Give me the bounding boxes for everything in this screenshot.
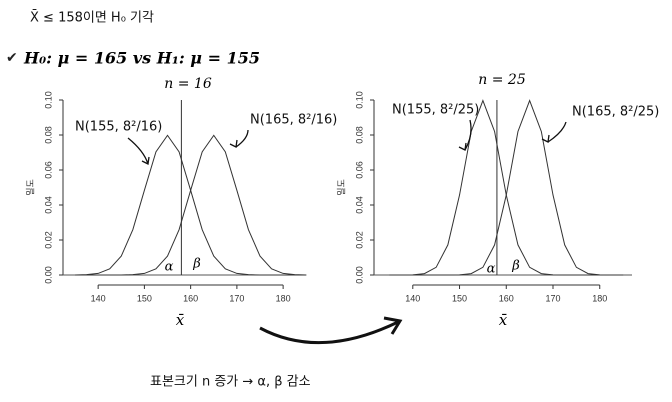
check-icon: ✔ [6,50,18,66]
y-tick-label: 0.10 [354,91,364,109]
x-tick-label: 150 [452,293,467,303]
curve-label: N(165, 8²/25) [572,105,659,120]
arrow [259,320,399,345]
error-label: α [487,262,496,277]
label-arrow [541,121,567,143]
curve-label: N(165, 8²/16) [250,113,337,128]
error-label: β [192,257,201,272]
x-tick-label: 140 [405,293,420,303]
x-tick-label: 160 [499,293,514,303]
y-tick-label: 0.06 [43,161,53,179]
x-axis-label: x̄ [499,311,508,329]
chart-title: n = 16 [164,76,212,92]
error-label: α [165,260,174,275]
label-arrow [229,129,249,148]
label-arrow [458,119,472,151]
y-tick-label: 0.10 [43,91,53,109]
hypothesis: H₀: μ = 165 vs H₁: μ = 155 [23,49,260,68]
y-tick-label: 0.08 [354,126,364,144]
y-tick-label: 0.06 [354,161,364,179]
note-bottom: 표본크기 n 증가 → α, β 감소 [150,375,311,390]
y-axis-label: 밀도 [335,179,346,196]
y-tick-label: 0.08 [43,126,53,144]
label-arrow [127,137,150,165]
curve-label: N(155, 8²/16) [75,120,162,135]
y-tick-label: 0.04 [354,196,364,214]
x-tick-label: 180 [592,293,607,303]
x-tick-label: 150 [137,293,152,303]
y-tick-label: 0.00 [43,266,53,284]
y-tick-label: 0.02 [43,231,53,249]
y-tick-label: 0.02 [354,231,364,249]
density-curve [389,99,624,276]
x-tick-label: 180 [276,293,291,303]
density-curve [389,99,624,276]
y-tick-label: 0.04 [43,196,53,214]
arrow-head [383,316,403,335]
curve-label: N(155, 8²/25) [392,103,479,118]
x-tick-label: 170 [545,293,560,303]
x-axis-label: x̄ [176,311,185,329]
density-curve [75,134,307,276]
chart-title: n = 25 [478,72,526,88]
y-tick-label: 0.00 [354,266,364,284]
density-curve [75,134,307,276]
note-top: X̄ ≤ 158이면 H₀ 기각 [30,10,154,25]
x-tick-label: 160 [183,293,198,303]
x-tick-label: 170 [229,293,244,303]
y-axis-label: 밀도 [24,179,35,196]
x-tick-label: 140 [91,293,106,303]
error-label: β [511,259,520,274]
